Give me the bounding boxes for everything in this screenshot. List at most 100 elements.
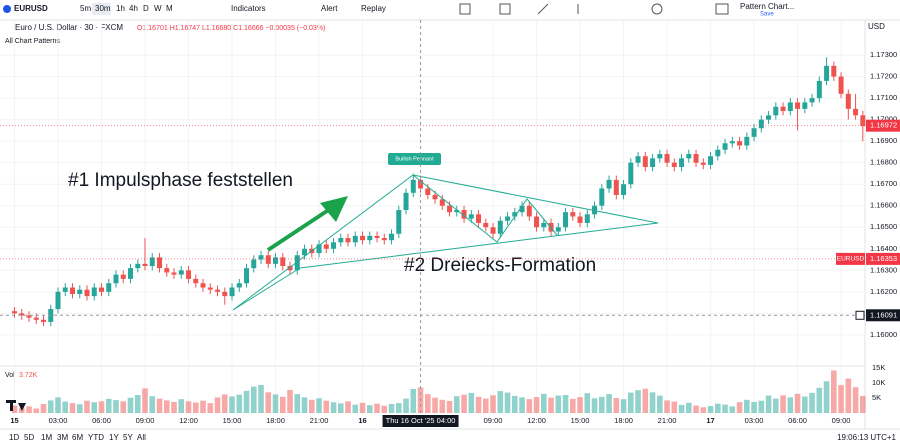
save-status: Save [760,12,774,18]
replay-button[interactable]: Replay [361,4,386,13]
candle-body [715,149,721,157]
tool-icon[interactable] [499,3,511,15]
volume-bar [308,399,315,413]
tool-icon[interactable] [459,3,471,15]
tool-icon[interactable] [537,3,549,15]
x-tick-label: 09:00 [832,416,851,425]
volume-bar [569,398,576,413]
x-tick-label: 06:00 [788,416,807,425]
interval-button[interactable]: 4h [129,4,138,13]
range-button[interactable]: 3M [57,433,68,442]
interval-button[interactable]: D [143,4,149,13]
candle-body [787,102,793,112]
y-tick-label: 1.16200 [870,287,897,296]
y-tick-label: 1.16500 [870,222,897,231]
interval-button[interactable]: M [166,4,173,13]
range-button[interactable]: 6M [72,433,83,442]
candle-body [737,141,743,146]
candle-body [592,205,598,215]
indicator-name: All Chart Patterns [5,38,60,45]
volume-bar [424,394,431,413]
arrow-shaft [266,205,335,252]
candle-body [686,154,692,159]
x-tick-label: 03:00 [745,416,764,425]
volume-bar [700,407,707,413]
pennant-label: Bullish Pennant [395,156,434,162]
volume-bar [156,398,163,413]
candle-body [171,272,177,275]
volume-bar [802,396,808,413]
volume-bar [388,404,395,413]
volume-bar [55,397,61,413]
candle-body [758,119,764,129]
candle-body [584,214,590,223]
volume-tick-label: 15K [872,363,885,372]
candle-body [505,216,511,221]
volume-tick-label: 5K [872,393,881,402]
x-tick-label: 09:00 [136,416,155,425]
candle-body [679,158,685,167]
volume-bar [540,393,547,413]
y-tick-label: 1.17100 [870,93,897,102]
volume-bar [715,403,721,413]
volume-bar [236,394,243,413]
interval-button[interactable]: W [154,4,162,13]
volume-bar [649,392,656,413]
range-button[interactable]: All [137,433,146,442]
volume-bar [142,388,148,413]
candle-body [476,214,482,223]
volume-bar [330,402,337,413]
range-button[interactable]: 1Y [109,433,119,442]
drawing-tools [459,3,729,15]
candle-body [541,222,547,228]
candle-body [664,154,670,163]
crosshair-y-label: 1.16091 [870,310,897,319]
volume-bar [773,398,779,413]
indicators-button[interactable]: Indicators [231,4,266,13]
candle-body [33,317,39,320]
interval-button[interactable]: 1h [116,4,125,13]
y-tick-label: 1.16600 [870,201,897,210]
volume-bar [628,392,634,413]
candle-body [599,188,605,206]
volume-bar [599,396,605,413]
volume-bar [686,402,692,413]
volume-bar [91,402,98,413]
range-button[interactable]: 5D [24,433,34,442]
range-button[interactable]: YTD [88,433,104,442]
x-tick-label: 15:00 [571,416,590,425]
candle-body [287,265,293,271]
x-tick-label: 21:00 [658,416,677,425]
candle-body [650,158,656,167]
candle-body [642,156,648,167]
y-tick-label: 1.16800 [870,158,897,167]
volume-tick-label: 10K [872,378,885,387]
candle-body [773,106,779,116]
symbol[interactable]: EURUSD [14,4,48,13]
layout-name[interactable]: Pattern Chart... [740,2,794,11]
alert-button[interactable]: Alert [321,4,338,13]
volume-bar [671,401,678,413]
candle-body [657,154,663,159]
candle-body [708,156,714,165]
layout-icon[interactable] [715,3,729,15]
pattern-zigzag [412,174,558,243]
tool-icon[interactable] [651,3,663,15]
symbol-marker-label: EURUSD [837,256,865,263]
candle-body [84,289,90,297]
interval-button[interactable]: 30m [95,4,111,13]
candle-body [563,212,569,228]
volume-bar [207,403,214,413]
candle-body [193,278,199,284]
range-button[interactable]: 5Y [123,433,133,442]
y-tick-label: 1.16300 [870,265,897,274]
x-tick-label: 15 [10,416,18,425]
candle-body [751,128,757,137]
range-button[interactable]: 1D [9,433,19,442]
volume-bar [548,397,554,413]
range-button[interactable]: 1M [41,433,52,442]
ohlc: O1.16701 H1.16747 L1.16680 C1.16666 −0.0… [137,25,325,32]
candle-body [853,108,859,116]
intervals: 5m 30m 1h 4h D W M [80,3,173,15]
interval-button[interactable]: 5m [80,4,91,13]
